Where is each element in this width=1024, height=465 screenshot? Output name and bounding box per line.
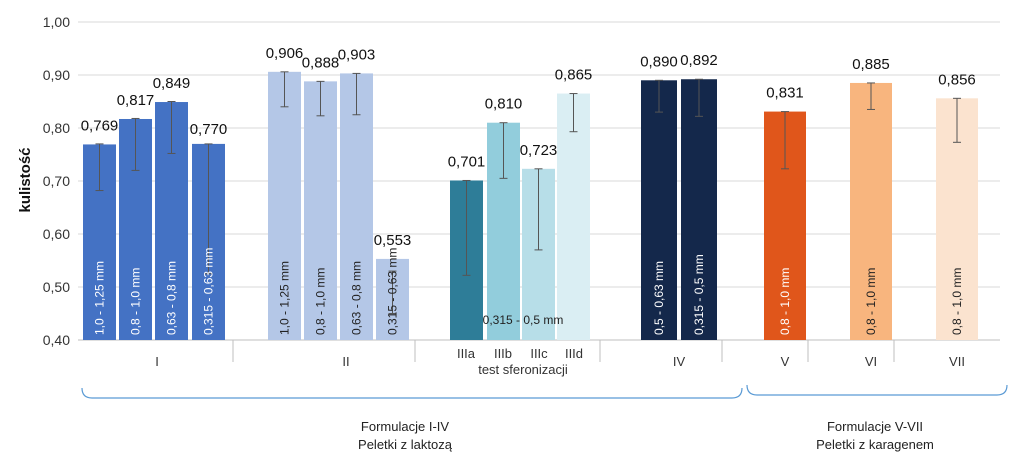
- size-label: 1,0 - 1,25 mm: [93, 261, 107, 335]
- bar: [304, 81, 337, 341]
- bracket-lactose: [81, 387, 743, 399]
- x-group-label: IIIc: [530, 346, 548, 361]
- y-tick-label: 0,50: [43, 279, 70, 295]
- value-label: 0,769: [81, 117, 119, 134]
- size-label: 0,8 - 1,0 mm: [864, 268, 878, 335]
- x-group-label: I: [155, 354, 159, 369]
- value-label: 0,817: [117, 92, 155, 109]
- size-label: 1,0 - 1,25 mm: [278, 261, 292, 335]
- formulation-label-carrageenan-line1: Formulacje V-VII: [826, 419, 924, 434]
- size-label: 0,315 - 0,5 mm: [692, 254, 706, 335]
- bar: [850, 82, 892, 340]
- size-label: 0,8 - 1,0 mm: [778, 268, 792, 335]
- size-label: 0,315 - 0,63 mm: [202, 248, 216, 335]
- bar: [268, 71, 301, 340]
- x-group-label: VII: [949, 354, 965, 369]
- value-label: 0,701: [448, 153, 486, 170]
- formulation-label-carrageenan: Formulacje V-VII Peletki z karagenem: [800, 418, 950, 454]
- size-label: 0,315 - 0,63 mm: [386, 248, 400, 335]
- size-label: 0,8 - 1,0 mm: [950, 268, 964, 335]
- size-label: 0,63 - 0,8 mm: [350, 261, 364, 335]
- formulation-label-lactose-line1: Formulacje I-IV: [360, 419, 450, 434]
- formulation-label-lactose-line2: Peletki z laktozą: [358, 437, 452, 452]
- x-group-label: IV: [673, 354, 686, 369]
- size-label: 0,8 - 1,0 mm: [129, 268, 143, 335]
- value-label: 0,892: [680, 52, 718, 69]
- value-label: 0,885: [852, 56, 890, 73]
- y-tick-label: 0,60: [43, 226, 70, 242]
- value-label: 0,856: [938, 71, 976, 88]
- x-group-label: VI: [865, 354, 877, 369]
- bar: [557, 93, 590, 340]
- value-label: 0,906: [266, 45, 304, 62]
- value-label: 0,903: [338, 46, 376, 63]
- x-group-label: V: [781, 354, 790, 369]
- y-tick-label: 0,90: [43, 67, 70, 83]
- x-group-label: II: [342, 354, 349, 369]
- x-group-label: IIIa: [457, 346, 476, 361]
- y-tick-label: 0,40: [43, 332, 70, 348]
- formulation-label-carrageenan-line2: Peletki z karagenem: [816, 437, 934, 452]
- bar: [681, 79, 717, 341]
- value-label: 0,770: [190, 121, 228, 138]
- value-label: 0,865: [555, 67, 593, 84]
- value-label: 0,849: [153, 75, 191, 92]
- size-label: 0,63 - 0,8 mm: [165, 261, 179, 335]
- value-label: 0,888: [302, 54, 340, 71]
- y-axis-title: kulistość: [17, 147, 34, 212]
- bracket-carrageenan: [746, 384, 1008, 396]
- value-label: 0,553: [374, 232, 412, 249]
- y-tick-label: 0,80: [43, 120, 70, 136]
- x-axis-title: test sferonizacji: [478, 362, 568, 377]
- bar: [641, 80, 677, 341]
- y-tick-label: 0,70: [43, 173, 70, 189]
- bar: [340, 73, 373, 340]
- size-label: 0,8 - 1,0 mm: [314, 268, 328, 335]
- x-group-label: IIIb: [494, 346, 512, 361]
- formulation-label-lactose: Formulacje I-IV Peletki z laktozą: [330, 418, 480, 454]
- value-label: 0,810: [485, 96, 523, 113]
- size-label: 0,5 - 0,63 mm: [652, 261, 666, 335]
- value-label: 0,831: [766, 85, 804, 102]
- x-group-label: IIId: [565, 346, 583, 361]
- y-tick-label: 1,00: [43, 14, 70, 30]
- value-label: 0,723: [520, 142, 558, 159]
- value-label: 0,890: [640, 53, 678, 70]
- size-label-group-iii: 0,315 - 0,5 mm: [483, 313, 564, 327]
